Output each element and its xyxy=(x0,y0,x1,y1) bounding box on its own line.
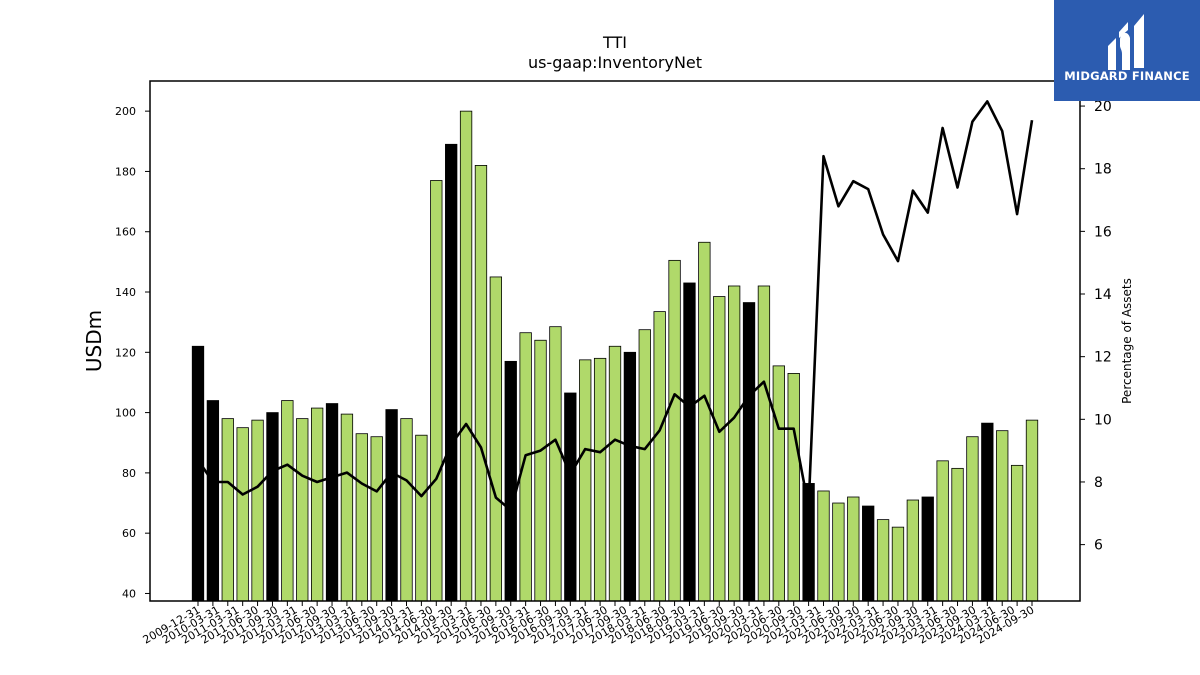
bar xyxy=(445,143,458,602)
bar xyxy=(340,413,354,602)
bar xyxy=(817,490,830,602)
y-tick-label: 160 xyxy=(115,226,136,239)
bar xyxy=(683,282,696,602)
bar xyxy=(281,400,294,602)
bar xyxy=(713,296,726,602)
bar xyxy=(266,412,279,602)
bar xyxy=(1025,419,1039,602)
percentage-line-layer xyxy=(196,100,1034,512)
bar xyxy=(489,276,503,602)
bar xyxy=(891,526,905,602)
y2-tick-label: 20 xyxy=(1094,99,1112,115)
y-tick-label: 200 xyxy=(115,105,136,118)
bar xyxy=(415,434,428,602)
bar xyxy=(623,351,637,602)
bars xyxy=(191,110,1039,602)
y2-tick-label: 6 xyxy=(1094,538,1103,554)
bar xyxy=(757,285,771,602)
y2-tick-label: 14 xyxy=(1094,287,1112,303)
bar xyxy=(459,110,473,602)
bar xyxy=(608,345,622,602)
y-axis-label: USDm xyxy=(82,310,106,372)
bar xyxy=(638,329,651,602)
bar xyxy=(951,467,964,602)
bar xyxy=(787,373,800,602)
bar xyxy=(370,436,383,602)
percentage-line xyxy=(196,100,1034,512)
bar xyxy=(921,496,934,602)
bar xyxy=(400,418,413,602)
midgard-finance-logo: MIDGARD FINANCE xyxy=(1054,0,1200,101)
bar xyxy=(191,345,205,602)
logo-text: MIDGARD FINANCE xyxy=(1064,69,1190,83)
bar xyxy=(832,502,845,602)
y-tick-label: 100 xyxy=(115,407,136,420)
y2-tick-label: 10 xyxy=(1094,412,1112,428)
bar xyxy=(325,403,339,602)
y-tick-label: 60 xyxy=(122,527,136,540)
y2-tick-label: 8 xyxy=(1094,475,1103,491)
y-tick-label: 80 xyxy=(122,467,136,480)
bar xyxy=(564,392,577,602)
bar xyxy=(534,339,547,602)
bar xyxy=(474,165,488,602)
bar xyxy=(981,422,994,602)
bar xyxy=(698,241,711,602)
bar xyxy=(727,285,741,602)
bar xyxy=(206,400,220,602)
bar xyxy=(296,418,309,602)
bar xyxy=(772,365,785,602)
bar xyxy=(996,430,1009,602)
y2-tick-label: 18 xyxy=(1094,162,1112,178)
bar xyxy=(430,180,443,602)
y-tick-label: 40 xyxy=(122,587,136,600)
y-tick-label: 140 xyxy=(115,286,136,299)
bar xyxy=(549,326,562,602)
bar xyxy=(1010,464,1024,602)
bar xyxy=(668,259,681,602)
y2-axis-label: Percentage of Assets xyxy=(1120,278,1134,404)
bar xyxy=(221,418,234,602)
bar xyxy=(742,302,756,602)
y2-axis: 6 8 10 12 14 16 18 20 xyxy=(1080,99,1112,554)
y-tick-label: 180 xyxy=(115,165,136,178)
bar xyxy=(906,499,920,602)
bar xyxy=(593,357,607,602)
bar xyxy=(251,419,264,602)
y-axis: 40 60 80 100 120 140 160 180 200 xyxy=(115,105,150,600)
bar xyxy=(355,433,368,602)
y-tick-label: 120 xyxy=(115,346,136,359)
bar xyxy=(876,519,890,602)
y2-tick-label: 16 xyxy=(1094,224,1112,240)
bar xyxy=(504,360,517,602)
chart-subtitle: us-gaap:InventoryNet xyxy=(528,53,702,72)
bar xyxy=(936,460,949,602)
bar xyxy=(653,311,666,602)
bar xyxy=(847,496,860,602)
chart-title: TTI xyxy=(602,33,627,52)
x-axis: 2009-12-312010-03-312011-03-312011-06-30… xyxy=(141,601,1037,647)
bar xyxy=(966,436,979,602)
bar xyxy=(579,359,592,602)
bar xyxy=(236,427,249,602)
y2-tick-label: 12 xyxy=(1094,350,1112,366)
bar xyxy=(862,505,875,602)
logo-mark-icon xyxy=(1108,14,1144,70)
bar xyxy=(310,407,324,602)
bar xyxy=(385,409,398,602)
